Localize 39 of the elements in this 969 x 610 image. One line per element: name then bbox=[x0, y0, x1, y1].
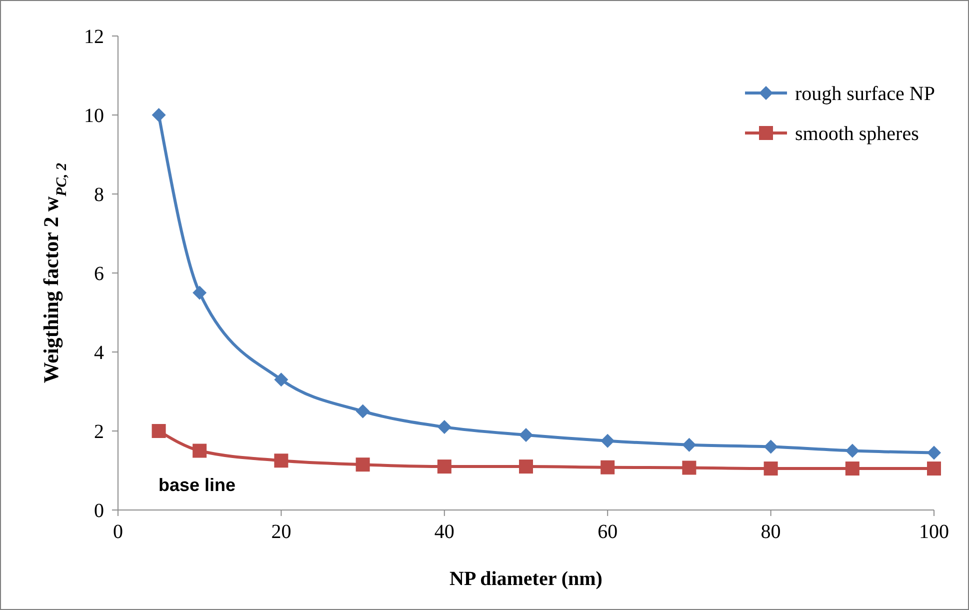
annotation: base line bbox=[158, 475, 236, 495]
point bbox=[519, 460, 533, 474]
x-tick-label: 80 bbox=[760, 521, 781, 543]
legend-label: smooth spheres bbox=[795, 123, 920, 145]
y-tick-label: 6 bbox=[94, 263, 104, 285]
y-tick-label: 12 bbox=[84, 26, 104, 48]
point bbox=[274, 454, 288, 468]
point bbox=[927, 462, 941, 476]
x-tick-label: 40 bbox=[434, 521, 454, 543]
x-tick-label: 20 bbox=[271, 521, 292, 543]
point bbox=[764, 440, 778, 454]
point bbox=[356, 404, 370, 418]
point bbox=[764, 462, 778, 476]
point bbox=[437, 420, 452, 434]
point bbox=[682, 460, 696, 475]
y-tick-label: 8 bbox=[94, 184, 104, 206]
point bbox=[600, 434, 615, 448]
x-tick-label: 100 bbox=[919, 521, 949, 543]
legend-label: rough surface NP bbox=[795, 83, 935, 105]
point bbox=[192, 444, 207, 458]
x-tick-label: 0 bbox=[113, 521, 123, 543]
y-tick-label: 0 bbox=[94, 500, 104, 522]
point bbox=[356, 458, 370, 472]
point bbox=[274, 372, 288, 387]
point bbox=[927, 446, 941, 460]
point bbox=[437, 460, 452, 474]
x-axis-title: NP diameter (nm) bbox=[450, 568, 602, 590]
point bbox=[192, 286, 207, 300]
y-tick-label: 4 bbox=[94, 342, 104, 364]
point bbox=[152, 424, 166, 438]
y-tick-label: 10 bbox=[84, 105, 104, 127]
point bbox=[845, 462, 860, 476]
point bbox=[682, 438, 696, 452]
point bbox=[519, 428, 533, 442]
x-tick-label: 60 bbox=[598, 521, 618, 543]
point bbox=[152, 108, 166, 122]
point bbox=[600, 460, 615, 474]
point bbox=[845, 444, 860, 458]
y-tick-label: 2 bbox=[94, 421, 104, 443]
